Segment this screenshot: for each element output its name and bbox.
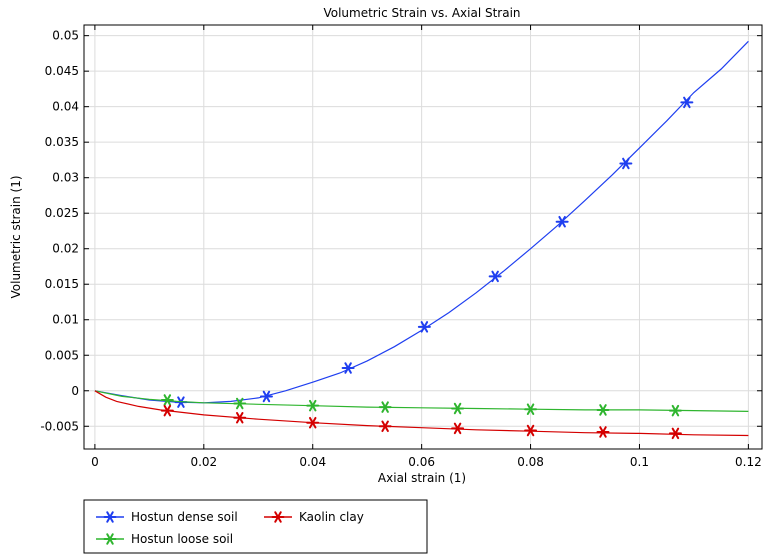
legend-item: Kaolin clay (264, 510, 364, 524)
series-kaolin-clay (94, 390, 749, 440)
series-marker (417, 321, 431, 333)
y-tick-label: 0.005 (45, 348, 79, 362)
series-marker (233, 397, 247, 410)
series-marker (160, 394, 174, 406)
x-tick-label: 0.12 (735, 455, 762, 469)
chart-title: Volumetric Strain vs. Axial Strain (323, 6, 520, 20)
legend-marker (271, 511, 285, 523)
legend: Hostun dense soil Hostun loose soil Kaolin… (83, 499, 428, 554)
legend-label: Hostun loose soil (131, 532, 233, 546)
plot-frame (83, 24, 763, 450)
y-tick-label: 0.03 (52, 171, 79, 185)
grid (84, 25, 762, 449)
series-marker (259, 390, 273, 403)
series-marker (524, 403, 538, 415)
legend-box (83, 499, 428, 554)
y-tick-label: 0.05 (52, 29, 79, 43)
x-tick-label: 0.1 (630, 455, 649, 469)
y-tick-label: 0.035 (45, 135, 79, 149)
series-marker (555, 215, 569, 228)
series-marker (233, 411, 247, 424)
series-marker (341, 362, 355, 374)
legend-label: Kaolin clay (299, 510, 364, 524)
x-tick-label: 0 (91, 455, 99, 469)
legend-label: Hostun dense soil (131, 510, 238, 524)
series-marker (596, 426, 610, 438)
y-tick-label: -0.005 (40, 419, 79, 433)
series-marker (451, 402, 465, 415)
y-tick-label: 0.015 (45, 277, 79, 291)
y-tick-label: 0 (71, 384, 79, 398)
series-marker (451, 422, 465, 435)
legend-item: Hostun loose soil (96, 532, 233, 546)
y-tick-label: 0.01 (52, 313, 79, 327)
series-marker (668, 404, 682, 417)
series-marker (378, 401, 392, 413)
legend-marker (103, 511, 117, 523)
series-line (94, 390, 749, 412)
series-marker (619, 157, 633, 170)
x-axis-title: Axial strain (1) (378, 471, 466, 485)
x-tick-label: 0.08 (517, 455, 544, 469)
series-marker (488, 270, 502, 283)
series-marker (680, 96, 694, 109)
series-marker (378, 420, 392, 433)
x-tick-label: 0.06 (408, 455, 435, 469)
y-axis-title: Volumetric strain (1) (9, 175, 23, 298)
series-hostun-loose-soil (94, 390, 749, 417)
y-tick-label: 0.02 (52, 242, 79, 256)
x-tick-label: 0.04 (299, 455, 326, 469)
series-hostun-dense-soil (94, 40, 749, 408)
series-marker (524, 424, 538, 437)
y-tick-label: 0.025 (45, 206, 79, 220)
series-marker (160, 404, 174, 417)
series-marker (668, 427, 682, 440)
series-line (94, 390, 749, 437)
axes: 0 0.02 0.04 0.06 0.08 0.1 0.12 -0.005 0 0.005 0.01… (40, 25, 762, 469)
series-layer (94, 40, 749, 440)
series-marker (306, 399, 320, 412)
series-marker (596, 404, 610, 416)
x-tick-label: 0.02 (190, 455, 217, 469)
y-tick-label: 0.045 (45, 64, 79, 78)
series-marker (306, 416, 320, 429)
legend-marker (103, 533, 117, 545)
legend-item: Hostun dense soil (96, 510, 238, 524)
y-tick-label: 0.04 (52, 100, 79, 114)
